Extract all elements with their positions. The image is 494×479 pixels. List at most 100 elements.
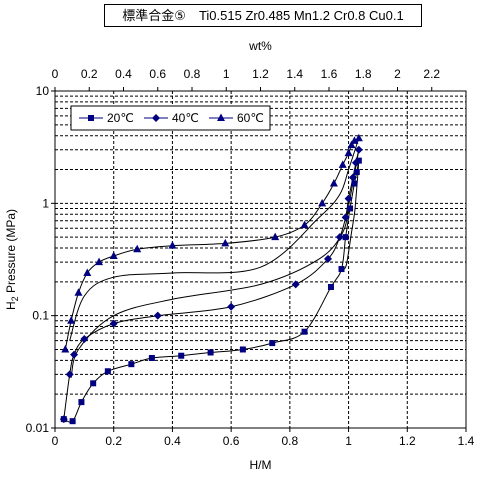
top-axis-title: wt% (248, 39, 272, 53)
y-axis-title: H2 Pressure (MPa) (4, 209, 20, 310)
data-point-2 (61, 344, 70, 353)
data-point-1 (341, 213, 350, 222)
legend-box (70, 105, 271, 131)
legend-label-0: 20℃ (107, 111, 134, 125)
y-tick-label: 1 (42, 196, 49, 210)
top-tick-label: 2.2 (423, 67, 440, 81)
series-return-line-2 (69, 138, 360, 341)
legend-marker-1 (152, 114, 160, 122)
data-point-2 (67, 316, 76, 324)
tick-layer: 0 0.2 0.4 0.6 0.8 1 1.2 1.4 0 0.2 0.4 0.6 0.8 1 1.2 1.4… (26, 67, 475, 448)
top-tick-label: 1.2 (252, 67, 269, 81)
x-tick-label: 0.4 (164, 434, 181, 448)
data-point-0 (207, 349, 214, 356)
data-point-2 (318, 198, 327, 207)
x-tick-label: 1.2 (399, 434, 416, 448)
curve-layer (63, 137, 360, 423)
series-return-line-1 (70, 149, 360, 378)
data-point-0 (351, 180, 358, 187)
data-point-0 (269, 340, 276, 347)
y-axis-title-main: H (4, 301, 18, 310)
data-point-2 (221, 238, 230, 247)
top-tick-label: 0 (52, 67, 59, 81)
data-point-1 (324, 254, 333, 263)
legend: 20℃ 40℃ 60℃ (70, 105, 271, 131)
data-point-2 (109, 251, 118, 259)
data-point-1 (335, 233, 344, 242)
x-axis-title: H/M (250, 458, 272, 472)
data-point-0 (69, 418, 76, 425)
x-tick-label: 1 (345, 434, 352, 448)
data-point-2 (74, 288, 83, 296)
series-line-0 (63, 160, 360, 423)
data-point-0 (342, 234, 349, 241)
data-point-2 (350, 136, 359, 144)
plot-frame (54, 90, 467, 429)
data-point-1 (109, 319, 118, 328)
data-point-2 (168, 241, 177, 249)
data-point-0 (327, 283, 334, 290)
data-point-0 (78, 399, 85, 406)
data-point-1 (59, 415, 68, 424)
top-tick-label: 1.8 (355, 67, 372, 81)
legend-marker-2 (217, 113, 225, 121)
data-point-0 (347, 205, 354, 212)
x-tick-label: 0.2 (105, 434, 122, 448)
x-tick-label: 0.8 (282, 434, 299, 448)
data-point-2 (271, 232, 280, 241)
legend-label-2: 60℃ (237, 111, 264, 125)
x-tick-label: 0 (52, 434, 59, 448)
data-point-1 (227, 302, 236, 311)
data-point-0 (148, 354, 155, 361)
data-point-2 (329, 179, 338, 187)
y-axis-title-rest: Pressure (MPa) (4, 209, 18, 296)
data-point-0 (355, 157, 362, 164)
data-point-0 (338, 266, 345, 273)
legend-marker-0 (88, 115, 94, 121)
x-tick-label: 0.6 (223, 434, 240, 448)
data-point-0 (128, 361, 135, 368)
chart-title: 標準合金⑤ Ti0.515 Zr0.485 Mn1.2 Cr0.8 Cu0.1 (104, 4, 422, 27)
top-tick-label: 1.6 (321, 67, 338, 81)
y-axis-title-subscript: 2 (10, 296, 20, 301)
data-point-0 (178, 352, 185, 359)
data-point-1 (291, 280, 300, 289)
data-point-0 (104, 368, 111, 375)
data-point-2 (83, 268, 92, 276)
data-point-1 (354, 145, 363, 154)
x-tick-label: 1.4 (458, 434, 475, 448)
data-point-2 (133, 244, 142, 253)
y-tick-label: 0.1 (32, 309, 49, 323)
data-point-2 (338, 160, 347, 168)
data-point-0 (301, 328, 308, 335)
data-point-1 (351, 158, 360, 167)
data-point-1 (348, 173, 357, 182)
data-point-2 (300, 220, 309, 229)
data-point-2 (95, 257, 104, 266)
data-point-0 (239, 346, 246, 353)
data-point-2 (344, 148, 353, 157)
data-point-0 (90, 380, 97, 387)
top-tick-label: 0.2 (81, 67, 98, 81)
y-tick-label: 10 (36, 84, 50, 98)
data-point-1 (80, 334, 89, 343)
marker-layer (59, 133, 363, 425)
data-point-2 (354, 133, 363, 142)
top-tick-label: 1 (223, 67, 230, 81)
data-point-2 (347, 140, 356, 149)
legend-label-1: 40℃ (172, 111, 199, 125)
data-point-0 (353, 169, 360, 176)
data-point-1 (65, 370, 74, 379)
y-tick-label: 0.01 (26, 421, 50, 435)
top-tick-label: 0.6 (149, 67, 166, 81)
data-point-1 (153, 311, 162, 320)
data-point-1 (70, 350, 79, 359)
top-tick-label: 0.8 (184, 67, 201, 81)
top-tick-label: 1.4 (286, 67, 303, 81)
series-line-1 (63, 149, 360, 420)
data-point-1 (344, 194, 353, 203)
top-tick-label: 0.4 (115, 67, 132, 81)
top-tick-label: 2 (394, 67, 401, 81)
grid-layer (55, 91, 466, 428)
